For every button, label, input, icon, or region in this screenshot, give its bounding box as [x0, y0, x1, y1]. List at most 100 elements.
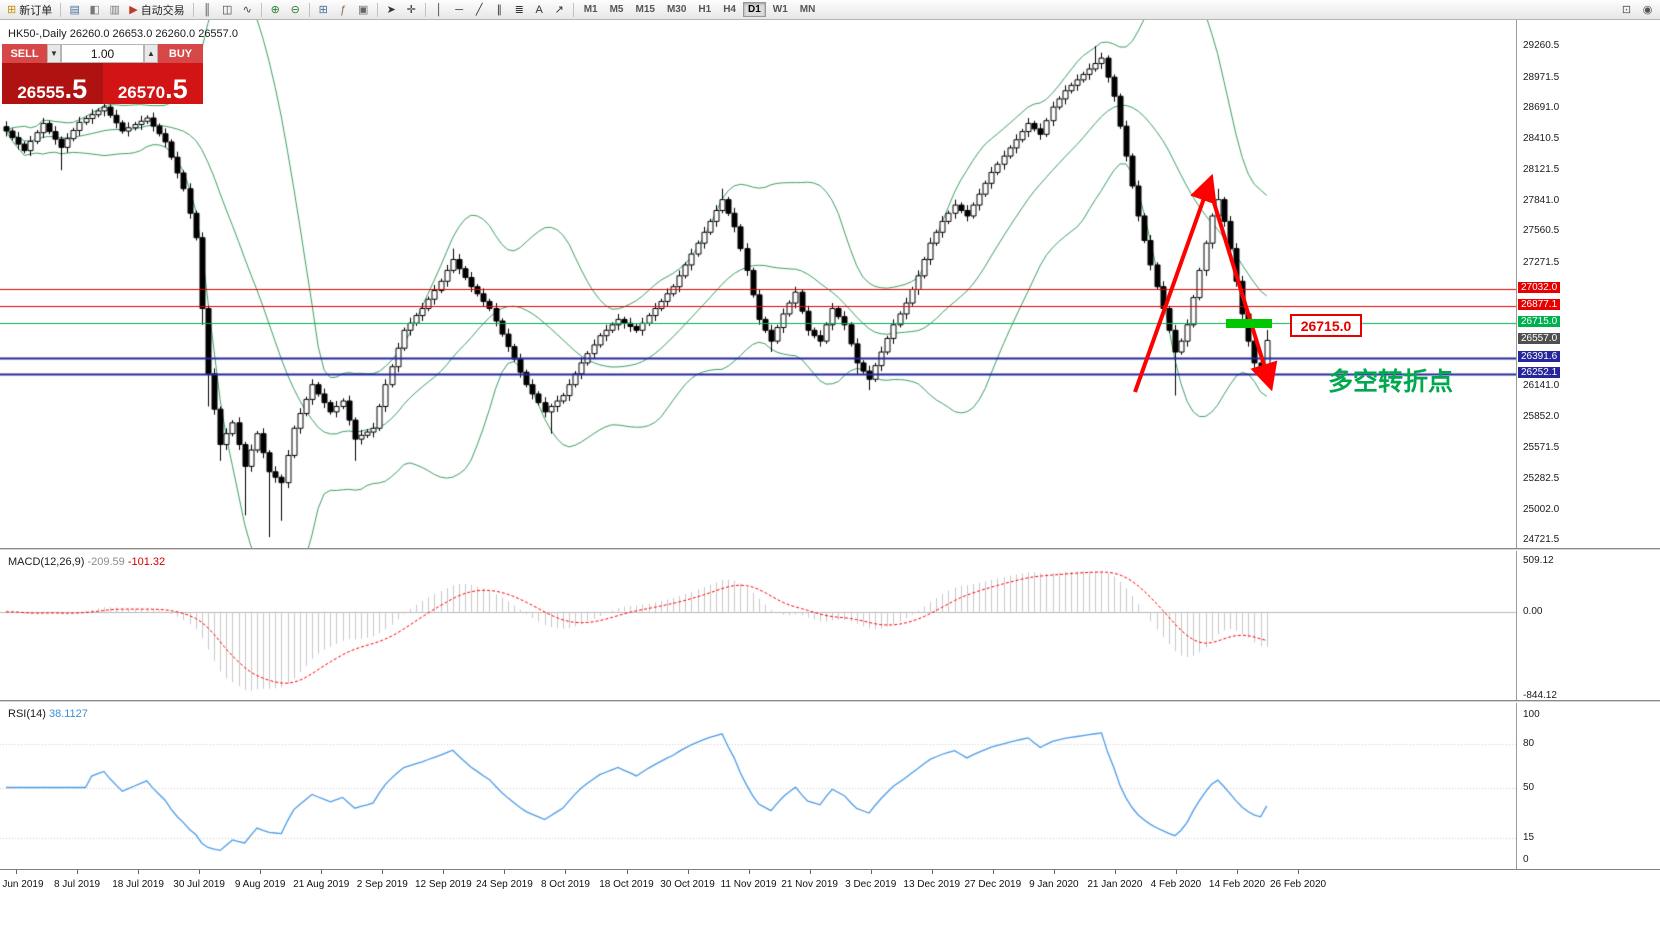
p ane-divider[interactable] — [0, 700, 1660, 703]
turning-point-note[interactable]: 多空转折点 — [1328, 368, 1454, 396]
pane-divider[interactable] — [0, 548, 1660, 551]
timeframe-w1-button[interactable]: W1 — [772, 4, 788, 15]
buy-button[interactable]: BUY — [158, 44, 203, 63]
vertical-line-icon[interactable]: │ — [430, 1, 449, 18]
volume-input[interactable]: 1.00 — [61, 44, 144, 63]
price-pane: HK50-,Daily 26260.0 26653.0 26260.0 2655… — [0, 20, 1660, 548]
trendline-icon[interactable]: ╱ — [470, 1, 489, 18]
zoom-in-icon[interactable]: ⊕ — [266, 1, 285, 18]
indicators-icon[interactable]: ƒ — [334, 1, 353, 18]
auto-trading-button[interactable]: ▶ 自动交易 — [125, 1, 188, 18]
toolbar-separator — [376, 2, 378, 17]
fibonacci-icon[interactable]: ≣ — [510, 1, 529, 18]
market-watch-icon[interactable]: ▤ — [65, 1, 84, 18]
rsi-canvas[interactable] — [0, 703, 1516, 869]
objects-list-icon[interactable]: ▣ — [354, 1, 373, 18]
arrow-down-leg[interactable] — [1209, 192, 1278, 392]
timeframe-d1-button[interactable]: D1 — [743, 2, 766, 17]
monitor-icon[interactable]: ⊡ — [1617, 1, 1636, 18]
bar-chart-icon: ║ — [203, 3, 212, 16]
sell-price-main: 26555 — [17, 83, 65, 102]
crosshair-icon[interactable]: ✛ — [402, 1, 421, 18]
date-tick — [1237, 870, 1238, 874]
rsi-value: 38.1127 — [48, 708, 88, 720]
new-order-button-icon: ⊞ — [7, 4, 17, 16]
channel-icon[interactable]: ∥ — [490, 1, 509, 18]
timeframe-m5-button[interactable]: M5 — [609, 4, 624, 15]
horizontal-line-icon[interactable]: ─ — [450, 1, 469, 18]
hline-price-label[interactable]: 26715.0 — [1518, 316, 1561, 328]
price-tick-label: 24721.5 — [1523, 534, 1560, 546]
new-order-button-label: 新订单 — [19, 4, 53, 17]
horizontal-line-icon: ─ — [455, 3, 464, 16]
monitor-icon: ⊡ — [1621, 4, 1632, 16]
date-tick — [1175, 870, 1177, 874]
date-tick — [931, 870, 933, 874]
hline-price-label[interactable]: 27032.0 — [1518, 281, 1561, 293]
timeframe-group: M1 M5 M15 M30 H1 H4 D1 W1 MN — [578, 2, 822, 17]
trend-arrow-annotation[interactable] — [0, 20, 1516, 548]
price-tick-label: 27841.0 — [1523, 194, 1560, 206]
hline-price-label[interactable]: 26877.1 — [1518, 298, 1561, 310]
arrow-up-leg[interactable] — [1133, 173, 1217, 393]
date-label: 30 Oct 2019 — [660, 879, 715, 890]
arrows-icon[interactable]: ↗ — [550, 1, 569, 18]
timeframe-m15-button[interactable]: M15 — [635, 4, 655, 15]
cursor-icon[interactable]: ➤ — [382, 1, 401, 18]
date-label: 9 Aug 2019 — [234, 879, 286, 890]
volume-increase-button[interactable]: ▲ — [144, 44, 158, 63]
indicators-icon: ƒ — [340, 3, 347, 16]
volume-decrease-button[interactable]: ▼ — [47, 44, 61, 63]
timeframe-h1-button[interactable]: H1 — [698, 4, 712, 15]
price-scale[interactable]: 29260.5 28971.5 28691.0 28410.5 28121.5 27841… — [1516, 20, 1660, 548]
zoom-out-icon: ⊖ — [290, 4, 300, 16]
price-tick-label: 28971.5 — [1523, 71, 1560, 83]
candlestick-chart-icon[interactable]: ◫ — [218, 1, 237, 18]
date-label: 24 Sep 2019 — [476, 879, 533, 890]
rsi-tick-label: 100 — [1523, 709, 1540, 720]
price-tick-label: 28121.5 — [1523, 164, 1560, 176]
sell-price-button[interactable]: 26555 .5 — [2, 63, 103, 104]
rsi-scale[interactable]: 100 80 50 15 0 — [1516, 703, 1660, 869]
text-icon[interactable]: A — [530, 1, 549, 18]
timeframe-m1-button[interactable]: M1 — [583, 4, 598, 15]
price-callout[interactable]: 26715.0 — [1290, 314, 1362, 337]
buy-price-button[interactable]: 26570 .5 — [102, 63, 203, 104]
tile-windows-icon: ⊞ — [318, 4, 328, 16]
bar-chart-icon[interactable]: ║ — [198, 1, 217, 18]
macd-canvas[interactable] — [0, 551, 1516, 700]
hline-price-label[interactable]: 26391.6 — [1518, 351, 1561, 363]
support-zone-highlight[interactable] — [1226, 319, 1272, 329]
timeframe-m30-button[interactable]: M30 — [666, 4, 687, 15]
time-scale[interactable]: 25 Jun 2019 8 Jul 2019 18 Jul 2019 30 Jul 2… — [0, 869, 1660, 897]
mouse-icon[interactable]: ◉ — [1638, 1, 1657, 18]
new-order-button[interactable]: ⊞ 新订单 — [3, 1, 56, 18]
date-tick — [260, 870, 262, 874]
macd-scale[interactable]: 509.12 0.00 -844.12 — [1516, 551, 1660, 701]
macd-tick-label: 509.12 — [1523, 555, 1554, 566]
sell-button[interactable]: SELL — [2, 44, 47, 63]
crosshair-icon: ✛ — [406, 4, 416, 16]
date-label: 8 Jul 2019 — [53, 879, 101, 890]
hline-price-label[interactable]: 26252.1 — [1518, 366, 1561, 378]
date-tick — [382, 870, 384, 874]
date-label: 8 Oct 2019 — [540, 879, 590, 890]
text-icon: A — [535, 3, 543, 16]
date-tick — [321, 870, 323, 874]
zoom-out-icon[interactable]: ⊖ — [286, 1, 305, 18]
line-chart-icon[interactable]: ∿ — [238, 1, 257, 18]
terminal-icon[interactable]: ▥ — [105, 1, 124, 18]
rsi-pane: RSI(14) 38.1127 100 80 50 15 0 — [0, 703, 1660, 869]
timeframe-h4-button[interactable]: H4 — [723, 4, 736, 15]
price-tick-label: 27560.5 — [1523, 225, 1560, 237]
price-tick-label: 26141.0 — [1523, 379, 1560, 391]
rsi-tick-label: 50 — [1523, 781, 1535, 793]
rsi-tick-label: 0 — [1523, 854, 1529, 865]
timeframe-mn-button[interactable]: MN — [799, 4, 816, 15]
tile-windows-icon[interactable]: ⊞ — [314, 1, 333, 18]
price-tick-label: 28691.0 — [1523, 102, 1560, 114]
date-label: 21 Jan 2020 — [1087, 879, 1143, 890]
price-chart-canvas[interactable] — [0, 20, 1516, 548]
date-tick — [809, 870, 811, 874]
navigator-icon[interactable]: ◧ — [85, 1, 104, 18]
